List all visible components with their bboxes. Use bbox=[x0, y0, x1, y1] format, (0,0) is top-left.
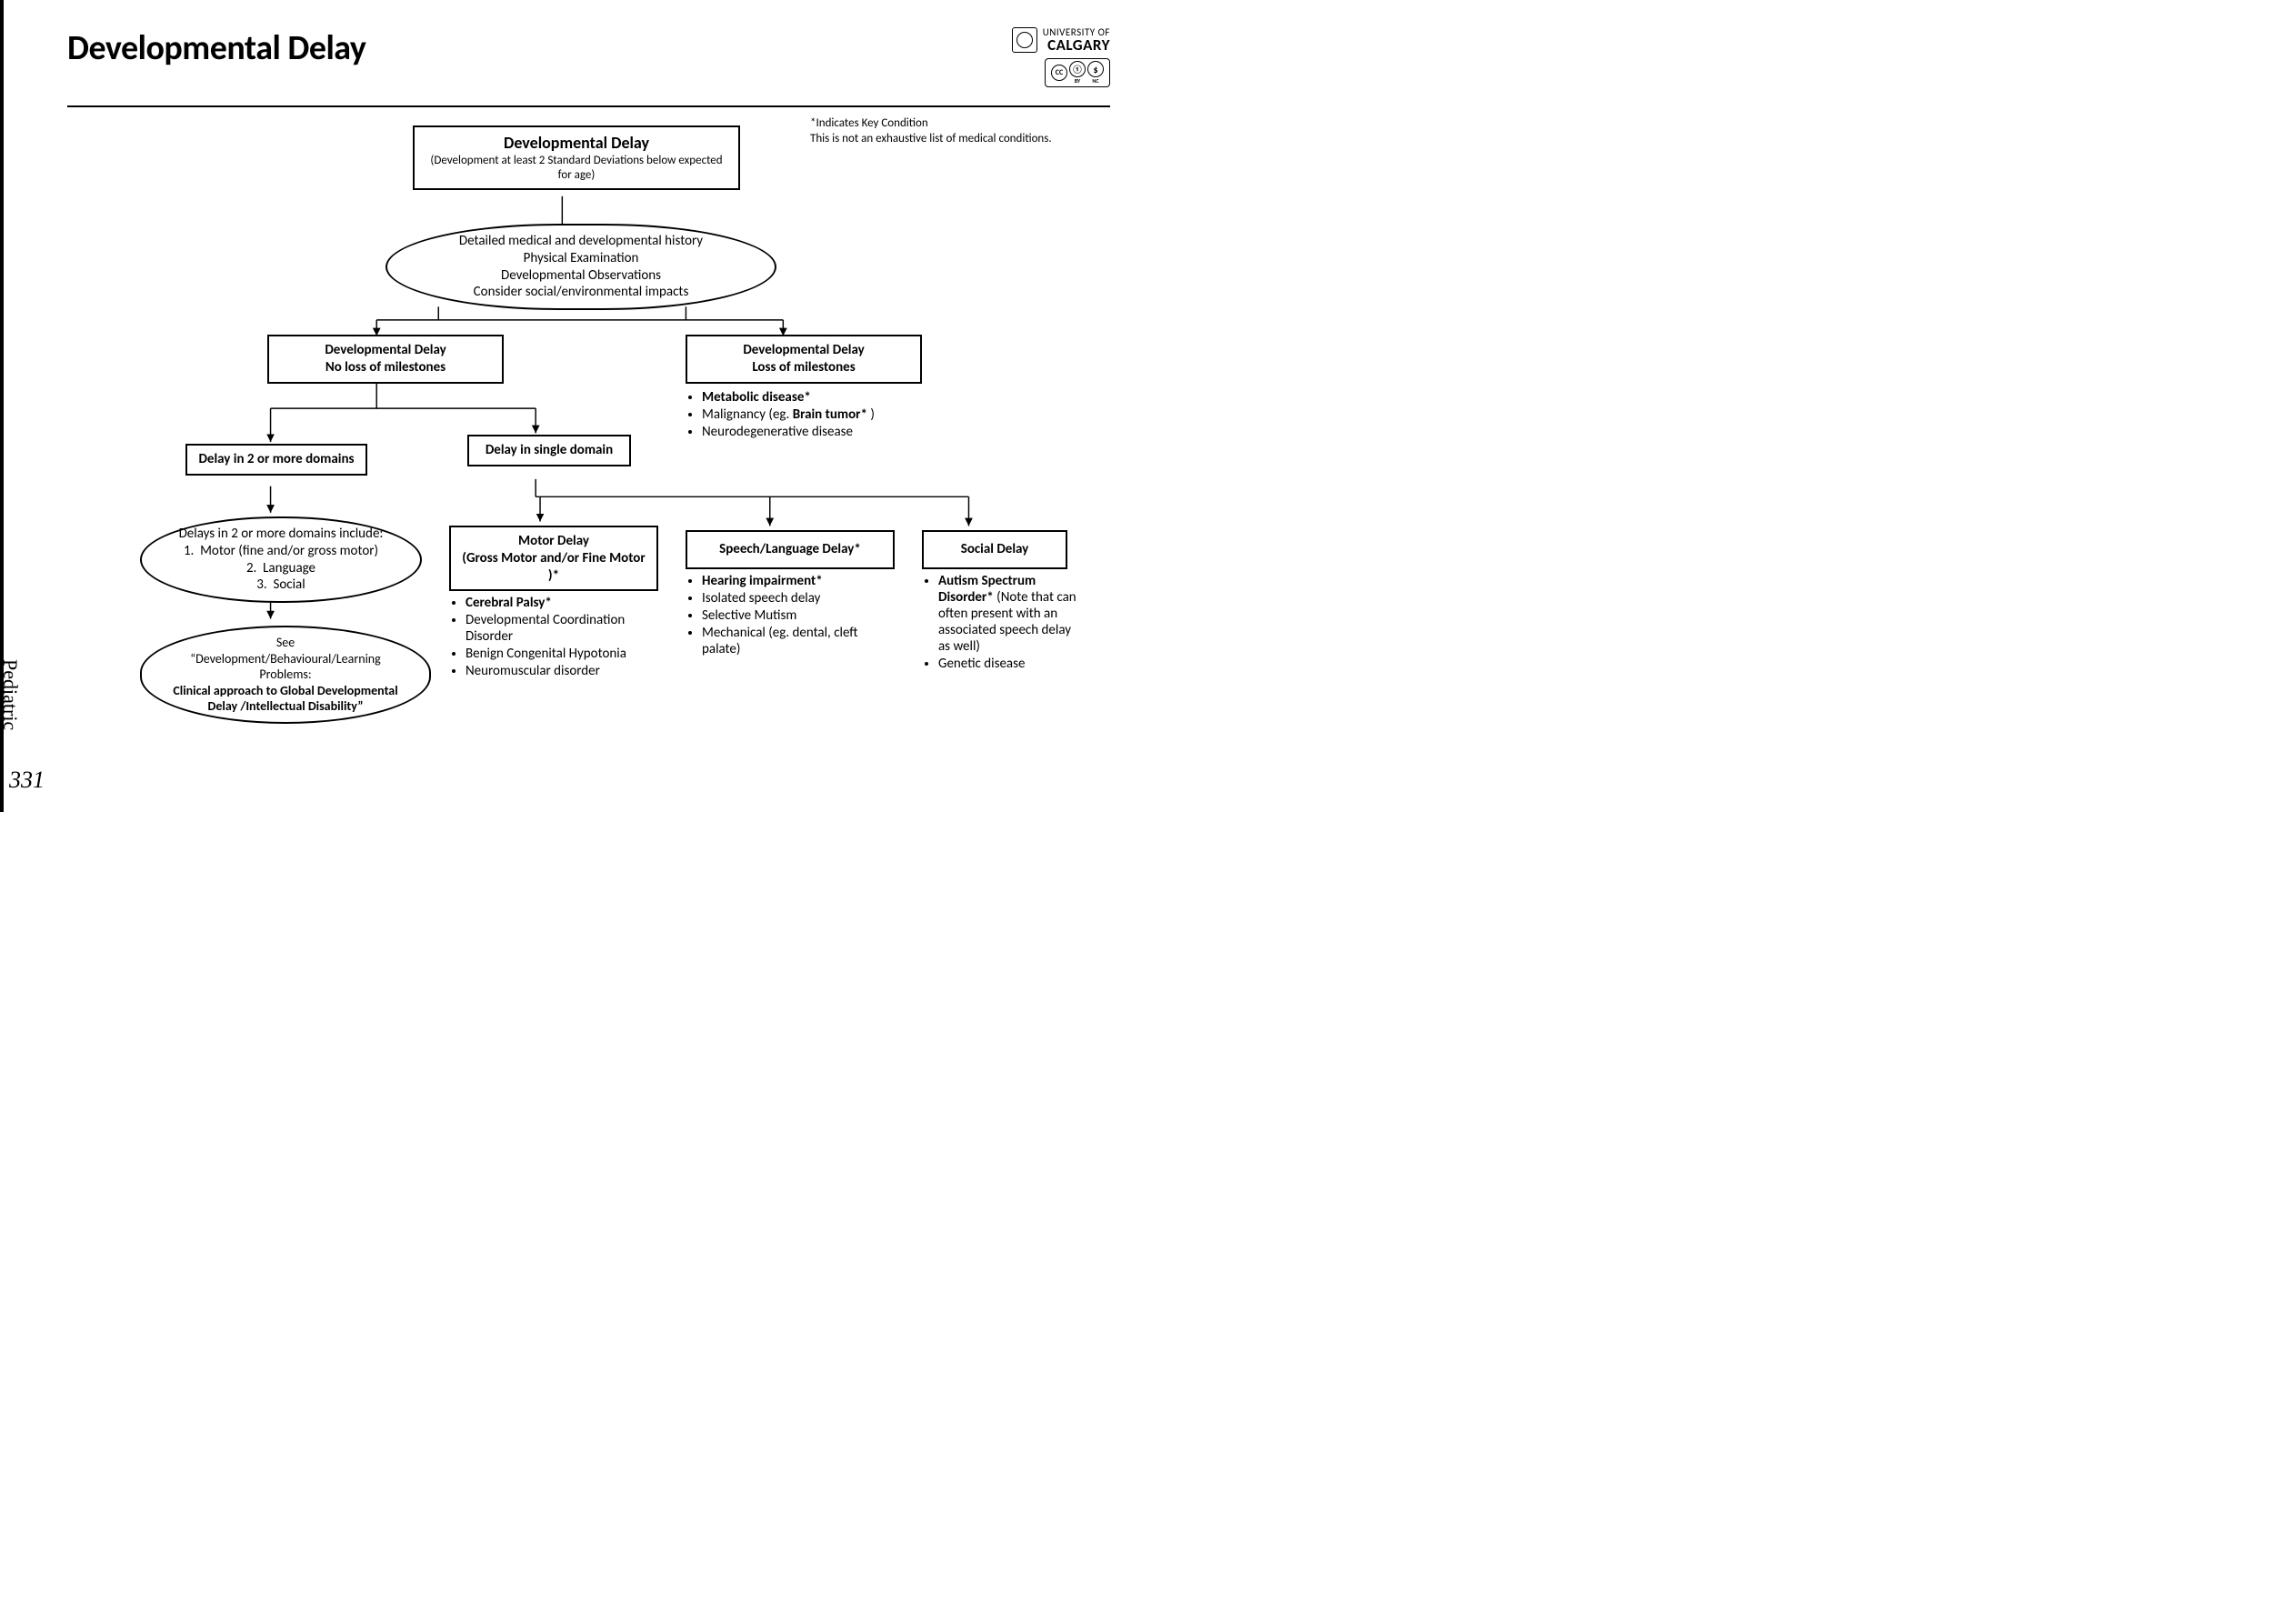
section-label: Pediatric bbox=[0, 659, 22, 730]
divider bbox=[67, 105, 1110, 107]
cc-icon: CC bbox=[1051, 65, 1067, 81]
speech-bullets: Hearing impairment*Isolated speech delay… bbox=[686, 569, 895, 658]
page-number: 331 bbox=[9, 767, 45, 794]
cc-license-badge: CC ① BY $ NC bbox=[1045, 58, 1110, 87]
page-title: Developmental Delay bbox=[67, 27, 365, 69]
university-logo: UNIVERSITY OF CALGARY bbox=[1012, 27, 1110, 53]
by-icon: ① bbox=[1069, 61, 1086, 77]
node-no-loss: Developmental Delay No loss of milestone… bbox=[267, 335, 504, 384]
social-bullets: Autism Spectrum Disorder* (Note that can… bbox=[922, 569, 1086, 673]
flowchart-canvas: *Indicates Key Condition This is not an … bbox=[67, 116, 1110, 771]
shield-icon bbox=[1012, 27, 1037, 53]
node-single-domain: Delay in single domain bbox=[467, 435, 631, 466]
cc-nc-label: NC bbox=[1087, 77, 1104, 85]
cc-by-label: BY bbox=[1069, 77, 1086, 85]
node-motor-delay: Motor Delay(Gross Motor and/or Fine Moto… bbox=[449, 526, 658, 591]
node-social-delay: Social Delay bbox=[922, 530, 1067, 569]
node-see-reference: See“Development/Behavioural/Learning Pro… bbox=[140, 626, 431, 724]
node-loss: Developmental Delay Loss of milestones bbox=[686, 335, 922, 384]
node-speech-delay: Speech/Language Delay* bbox=[686, 530, 895, 569]
nc-icon: $ bbox=[1087, 61, 1104, 77]
node-root: Developmental Delay (Development at leas… bbox=[413, 125, 740, 190]
logo-block: UNIVERSITY OF CALGARY CC ① BY $ NC bbox=[1012, 27, 1110, 87]
motor-bullets: Cerebral Palsy*Developmental Coordinatio… bbox=[449, 591, 658, 680]
key-note: *Indicates Key Condition This is not an … bbox=[810, 116, 1101, 147]
node-two-domains: Delay in 2 or more domains bbox=[185, 444, 367, 476]
uni-line2: CALGARY bbox=[1043, 37, 1110, 53]
node-assessment: Detailed medical and developmental histo… bbox=[386, 224, 776, 310]
node-two-detail: Delays in 2 or more domains include: 1. … bbox=[140, 516, 422, 603]
loss-bullets: Metabolic disease*Malignancy (eg. Brain … bbox=[686, 386, 940, 441]
